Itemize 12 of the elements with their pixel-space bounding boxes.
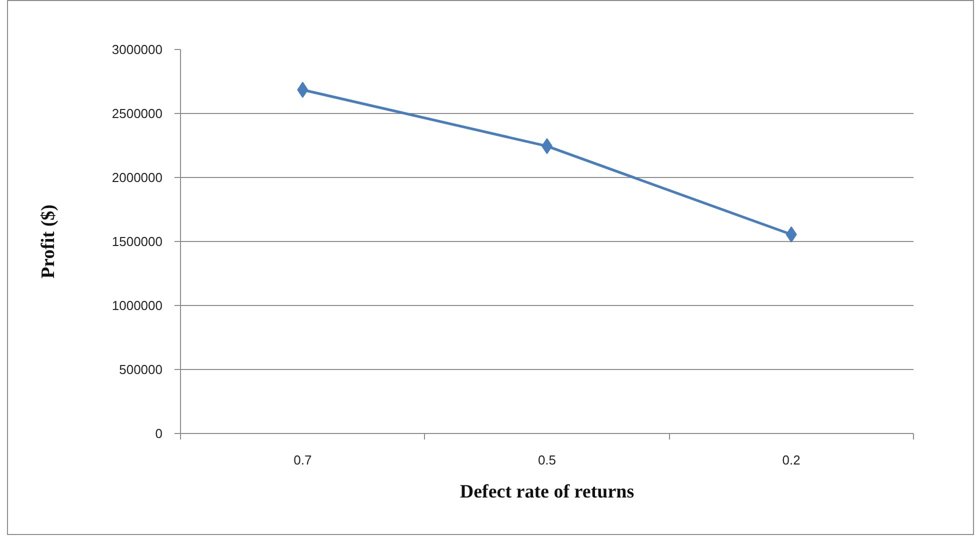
y-tick-label: 0 [155, 426, 163, 441]
x-tick-label: 0.2 [782, 452, 800, 468]
y-axis-title: Profit ($) [38, 204, 59, 279]
y-tick-label: 2000000 [112, 170, 163, 185]
y-tick-label: 1500000 [112, 234, 163, 249]
y-tick-label: 1000000 [112, 298, 163, 313]
x-tick-label: 0.7 [294, 452, 312, 468]
y-tick-label: 500000 [119, 362, 163, 377]
x-tick-label: 0.5 [538, 452, 556, 468]
y-tick-label: 2500000 [112, 106, 163, 121]
y-tick-label: 3000000 [112, 42, 163, 57]
x-axis-title: Defect rate of returns [460, 482, 634, 502]
